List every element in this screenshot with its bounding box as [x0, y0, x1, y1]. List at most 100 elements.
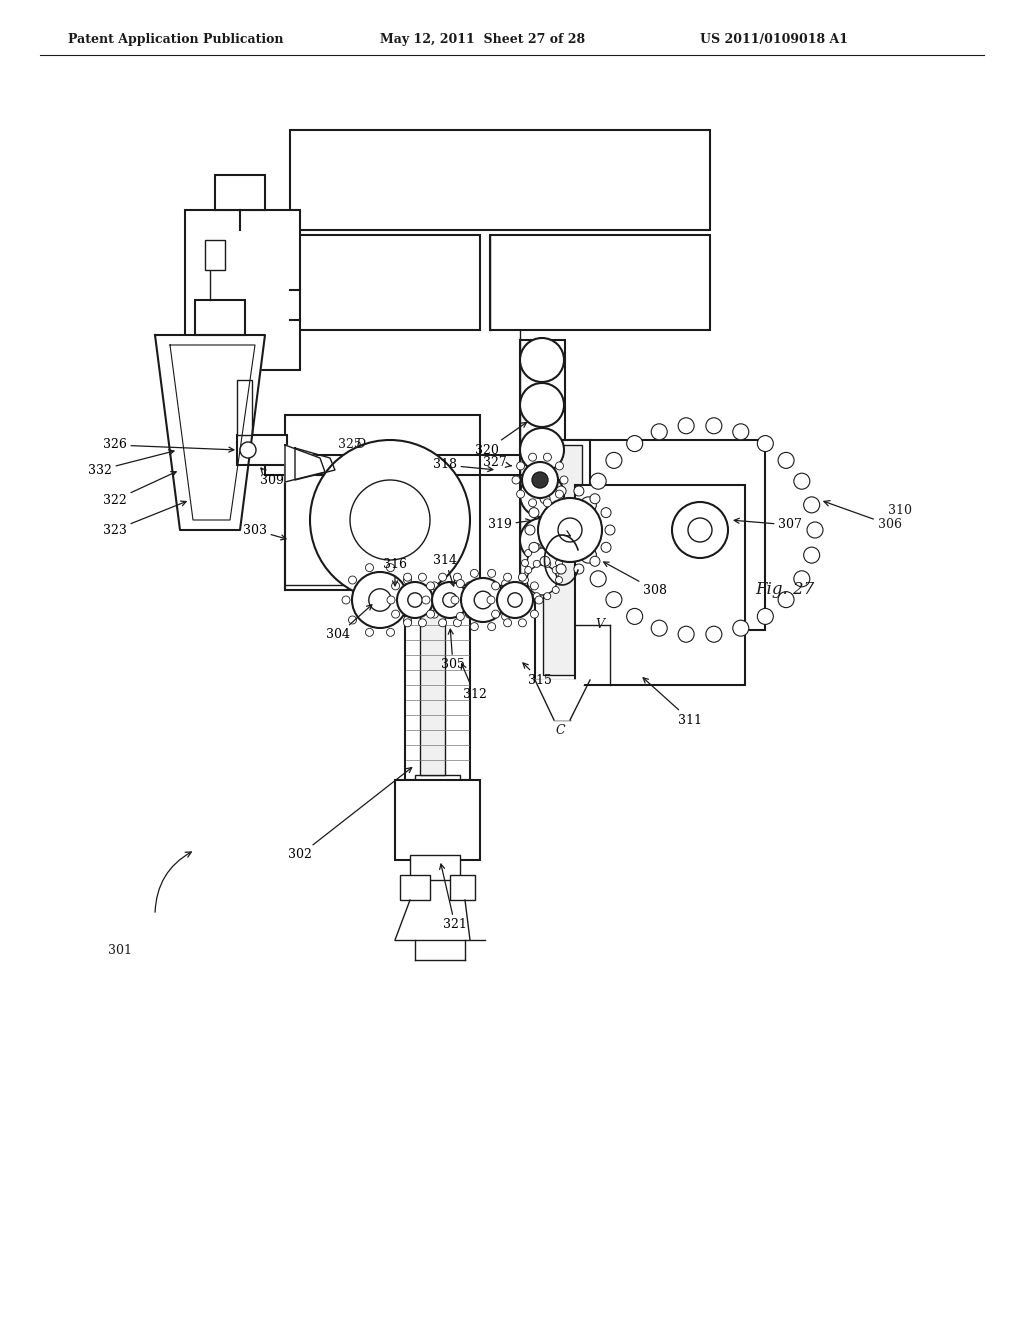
Circle shape: [534, 576, 541, 582]
Bar: [410, 855, 460, 880]
Text: 301: 301: [108, 944, 132, 957]
Circle shape: [397, 582, 433, 618]
Circle shape: [530, 582, 539, 590]
Circle shape: [438, 573, 446, 581]
Circle shape: [535, 597, 543, 605]
Circle shape: [466, 610, 473, 618]
Circle shape: [651, 424, 668, 440]
Circle shape: [544, 576, 551, 582]
Bar: [395, 780, 480, 861]
Circle shape: [454, 573, 462, 581]
Circle shape: [590, 473, 606, 490]
Circle shape: [552, 549, 559, 557]
Circle shape: [391, 582, 399, 590]
Circle shape: [544, 560, 551, 568]
Circle shape: [556, 486, 566, 496]
Circle shape: [544, 544, 551, 550]
Bar: [237, 380, 252, 436]
Text: Fig. 27: Fig. 27: [756, 582, 815, 598]
Circle shape: [544, 499, 551, 507]
Circle shape: [502, 612, 510, 620]
Polygon shape: [540, 680, 585, 719]
Circle shape: [555, 462, 563, 470]
Bar: [205, 240, 225, 271]
Circle shape: [427, 610, 434, 618]
Circle shape: [678, 417, 694, 434]
Circle shape: [470, 597, 478, 605]
Circle shape: [529, 508, 539, 517]
Circle shape: [422, 597, 430, 605]
Circle shape: [369, 589, 391, 611]
Circle shape: [520, 338, 564, 381]
Text: 314: 314: [433, 553, 457, 586]
Circle shape: [558, 517, 582, 543]
Circle shape: [527, 565, 557, 595]
Text: 325: 325: [338, 438, 361, 451]
Bar: [290, 129, 710, 230]
Circle shape: [581, 496, 596, 513]
Circle shape: [529, 543, 539, 552]
Circle shape: [758, 609, 773, 624]
Circle shape: [520, 383, 564, 426]
Circle shape: [240, 442, 256, 458]
Circle shape: [605, 525, 615, 535]
Circle shape: [487, 623, 496, 631]
Circle shape: [651, 620, 668, 636]
Circle shape: [487, 569, 496, 577]
Circle shape: [573, 486, 584, 496]
Bar: [237, 436, 287, 465]
Text: 320: 320: [475, 422, 526, 457]
Circle shape: [794, 473, 810, 490]
Bar: [215, 176, 265, 210]
Circle shape: [470, 623, 478, 631]
Text: 316: 316: [383, 558, 407, 586]
Text: 318: 318: [433, 458, 493, 471]
Circle shape: [794, 570, 810, 587]
Circle shape: [555, 560, 562, 566]
Circle shape: [451, 597, 459, 605]
Circle shape: [432, 582, 468, 618]
Circle shape: [521, 577, 528, 583]
Circle shape: [521, 560, 528, 566]
Bar: [570, 440, 765, 630]
Circle shape: [366, 564, 374, 572]
Bar: [450, 875, 475, 900]
Circle shape: [606, 591, 622, 607]
Bar: [543, 445, 582, 675]
Circle shape: [590, 556, 600, 566]
Circle shape: [524, 549, 531, 557]
Circle shape: [804, 546, 819, 564]
Circle shape: [528, 453, 537, 461]
Circle shape: [492, 610, 500, 618]
Circle shape: [366, 628, 374, 636]
Circle shape: [530, 610, 539, 618]
Circle shape: [733, 620, 749, 636]
Circle shape: [627, 436, 643, 451]
Circle shape: [606, 453, 622, 469]
Text: C: C: [555, 723, 565, 737]
Circle shape: [678, 626, 694, 643]
Text: 323: 323: [103, 502, 186, 536]
Bar: [406, 585, 470, 780]
Circle shape: [419, 619, 426, 627]
Circle shape: [454, 619, 462, 627]
Circle shape: [430, 610, 438, 618]
Text: 332: 332: [88, 450, 174, 477]
Circle shape: [518, 573, 526, 581]
Circle shape: [672, 502, 728, 558]
Circle shape: [540, 494, 550, 504]
Circle shape: [573, 564, 584, 574]
Circle shape: [348, 616, 356, 624]
Text: 311: 311: [643, 677, 702, 726]
Circle shape: [524, 586, 531, 594]
Circle shape: [442, 593, 457, 607]
Bar: [285, 414, 480, 590]
Bar: [520, 341, 565, 579]
Bar: [195, 300, 245, 335]
Circle shape: [560, 477, 568, 484]
Text: V: V: [596, 619, 604, 631]
Circle shape: [487, 597, 495, 605]
Circle shape: [538, 498, 602, 562]
Circle shape: [534, 544, 541, 550]
Circle shape: [512, 477, 520, 484]
